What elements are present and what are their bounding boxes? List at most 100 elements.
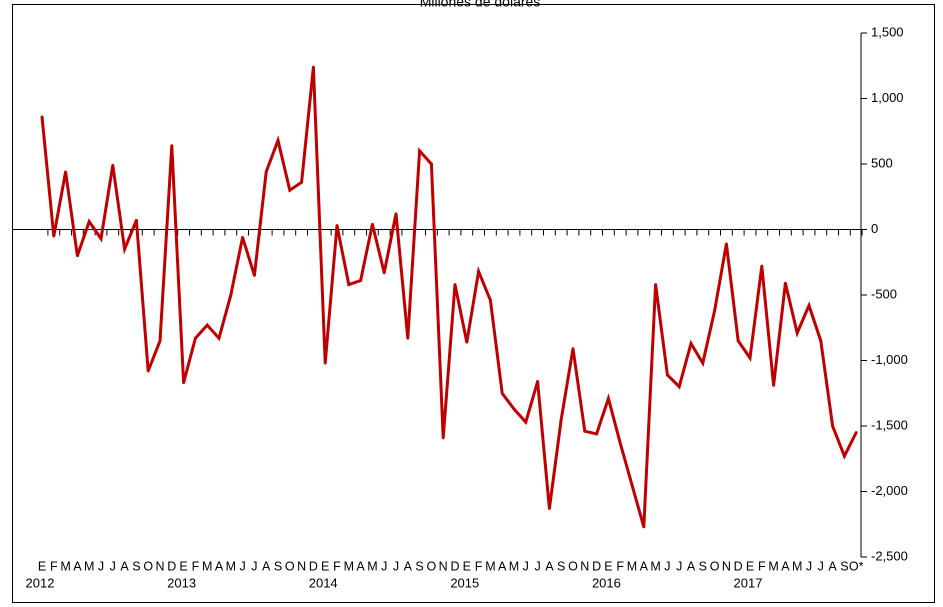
data-point [406,336,410,340]
data-point [489,298,492,302]
data-point [241,235,245,239]
data-point [418,149,421,153]
x-tick-label: N [297,559,306,573]
data-point [630,483,634,487]
x-tick-label: O [285,559,295,573]
x-tick-label: N [580,559,589,573]
data-point [229,293,233,297]
x-tick-label: M [485,559,495,573]
x-tick-label: S [415,559,423,573]
y-tick-label: 1,000 [871,90,904,105]
x-tick-label: D [450,559,459,573]
x-tick-label: J [110,559,116,573]
data-point [642,525,646,529]
data-point [146,369,150,373]
x-tick-label: E [604,559,612,573]
y-tick-label: -2,000 [871,483,908,498]
data-point [123,247,126,251]
x-tick-label: A [404,559,413,573]
x-tick-label: A [262,559,271,573]
x-tick-label: S [840,559,848,573]
data-point [394,212,398,216]
x-tick-label: A [498,559,507,573]
data-point [382,271,386,275]
year-label: 2017 [734,575,763,590]
x-tick-label: E [179,559,187,573]
year-label: 2016 [592,575,621,590]
data-point [111,163,115,167]
y-tick-label: -500 [871,286,897,301]
x-tick-label: M [792,559,802,573]
data-point [760,264,764,268]
x-tick-label: J [806,559,812,573]
y-tick-label: -2,500 [871,548,908,563]
data-point [618,441,622,445]
x-tick-label: S [699,559,707,573]
data-point [736,339,740,343]
x-tick-label: A [828,559,837,573]
x-tick-label: S [274,559,282,573]
x-tick-label: A [640,559,649,573]
data-point [607,397,610,400]
x-tick-label: O [143,559,153,573]
x-tick-label: M [627,559,637,573]
plot-area-border [12,4,935,603]
data-point [524,420,528,424]
data-point [52,234,56,238]
data-point [477,270,480,273]
data-point [359,279,362,282]
series-layer [40,65,858,529]
x-tick-label: M [202,559,212,573]
data-point [548,507,551,510]
x-tick-label: A [73,559,82,573]
data-point [725,242,728,246]
data-point [772,383,775,387]
x-tick-label: M [60,559,70,573]
data-point [677,385,681,389]
data-point [807,304,811,307]
x-tick-label: F [192,559,200,573]
data-point [253,273,256,277]
x-tick-label: E [463,559,471,573]
data-point [512,407,516,411]
x-tick-label: M [650,559,660,573]
data-point [335,224,339,227]
data-point [441,436,445,440]
data-point [87,220,91,224]
y-tick-label: 0 [871,221,878,236]
x-tick-label: M [509,559,519,573]
data-point [288,188,292,192]
x-tick-label: A [781,559,790,573]
x-tick-label: J [239,559,245,573]
year-label: 2014 [309,575,338,590]
x-tick-label: F [475,559,483,573]
data-point [194,336,197,340]
data-point [182,381,186,385]
data-point [583,429,587,433]
data-point [701,361,705,365]
x-tick-label: A [215,559,224,573]
data-point [795,331,799,335]
data-point [300,180,303,184]
data-point [689,342,693,345]
x-tick-label: N [722,559,731,573]
x-tick-label: S [132,559,140,573]
x-tick-label: J [98,559,104,573]
x-tick-label: J [523,559,529,573]
data-point [536,380,539,383]
data-point [453,283,457,286]
data-point [323,361,327,365]
x-tick-label: M [344,559,354,573]
year-label: 2012 [26,575,55,590]
data-point [571,347,575,351]
data-point [158,339,162,343]
data-point [135,218,138,222]
x-tick-label: A [356,559,365,573]
data-point [264,170,268,174]
x-tick-label: J [381,559,387,573]
x-tick-label: J [251,559,257,573]
x-tick-label: J [534,559,540,573]
